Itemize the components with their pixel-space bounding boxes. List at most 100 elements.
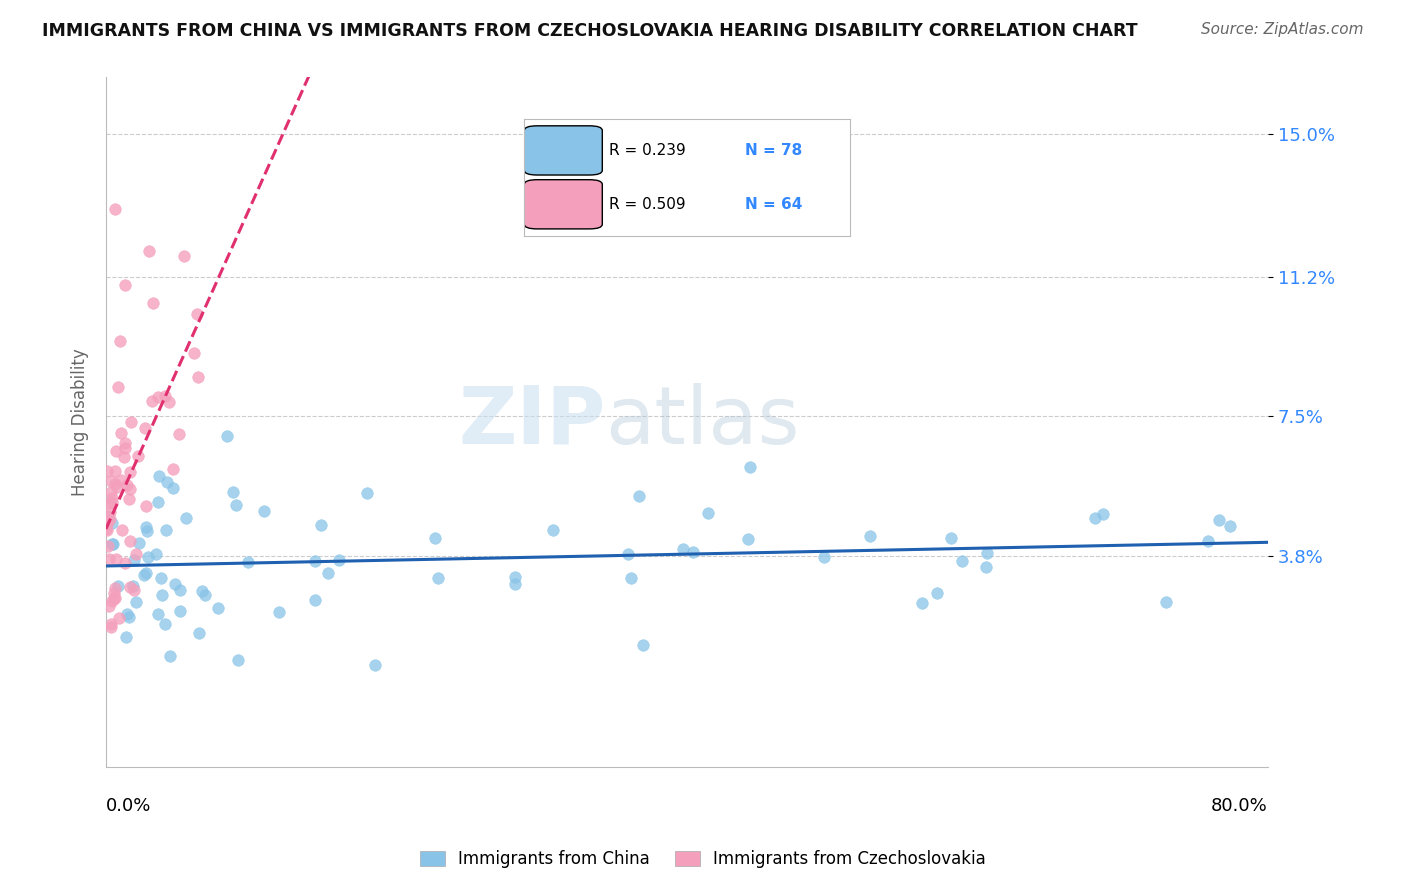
Point [105,444,128,458]
Point [100,616,122,631]
Point [153,616,176,631]
Point [696,506,718,520]
Point [104,202,127,217]
Point [97,513,120,527]
Point [98,552,121,566]
Point [118,580,141,594]
Point [316,566,339,580]
Point [100,620,122,634]
Point [97,510,120,524]
Point [148,390,170,404]
Point [135,520,157,534]
Text: ZIP: ZIP [458,383,606,461]
Point [253,504,276,518]
Point [135,566,157,581]
Point [136,550,159,565]
Point [122,579,145,593]
Point [100,593,122,607]
Point [103,585,125,599]
Point [107,579,129,593]
Point [215,429,238,443]
Point [911,596,934,610]
Point [96,523,118,537]
Point [167,427,190,442]
Point [186,370,208,384]
Point [128,536,150,550]
Point [304,553,326,567]
Point [101,536,124,550]
Point [226,653,249,667]
Y-axis label: Hearing Disability: Hearing Disability [72,348,89,496]
Point [96,522,118,536]
Point [950,554,973,568]
Point [132,568,155,582]
Point [115,630,138,644]
Point [173,249,195,263]
Point [98,496,121,510]
Point [738,460,761,475]
Point [100,484,122,499]
Point [157,395,180,409]
Point [112,450,135,464]
Point [183,346,205,360]
Point [107,380,129,394]
Point [110,473,132,487]
Point [125,547,148,561]
Point [1084,511,1107,525]
Point [859,529,882,543]
Point [155,524,177,538]
Point [104,591,127,605]
Point [364,657,387,672]
Point [148,469,170,483]
Point [135,524,157,539]
Point [627,489,650,503]
Point [101,537,124,551]
Point [152,588,174,602]
Point [100,491,122,505]
Point [107,479,129,493]
Point [737,532,759,546]
Point [148,607,170,622]
Point [148,495,170,509]
Text: 80.0%: 80.0% [1211,797,1268,814]
Point [114,441,136,455]
Point [503,576,526,591]
Point [672,541,695,556]
Point [174,511,197,525]
Point [541,523,564,537]
Point [104,552,127,566]
Point [100,474,122,488]
Point [120,415,142,429]
Point [111,523,134,537]
Point [149,571,172,585]
Text: IMMIGRANTS FROM CHINA VS IMMIGRANTS FROM CZECHOSLOVAKIA HEARING DISABILITY CORRE: IMMIGRANTS FROM CHINA VS IMMIGRANTS FROM… [42,22,1137,40]
Point [97,539,120,553]
Point [135,500,157,514]
Point [114,277,136,292]
Point [145,547,167,561]
Text: 0.0%: 0.0% [105,797,152,814]
Point [142,296,165,310]
Point [1197,534,1219,549]
Point [1208,513,1230,527]
Point [186,307,208,321]
Point [165,577,187,591]
Legend: Immigrants from China, Immigrants from Czechoslovakia: Immigrants from China, Immigrants from C… [413,844,993,875]
Point [976,546,998,560]
Point [118,609,141,624]
Point [427,571,450,585]
Point [115,478,138,492]
Point [159,648,181,663]
Point [110,334,132,348]
Point [124,595,146,609]
Point [194,588,217,602]
Point [98,506,121,520]
Point [162,481,184,495]
Point [188,625,211,640]
Point [617,547,640,561]
Point [118,492,141,507]
Point [222,484,245,499]
Point [423,531,446,545]
Point [104,464,127,478]
Point [98,512,121,526]
